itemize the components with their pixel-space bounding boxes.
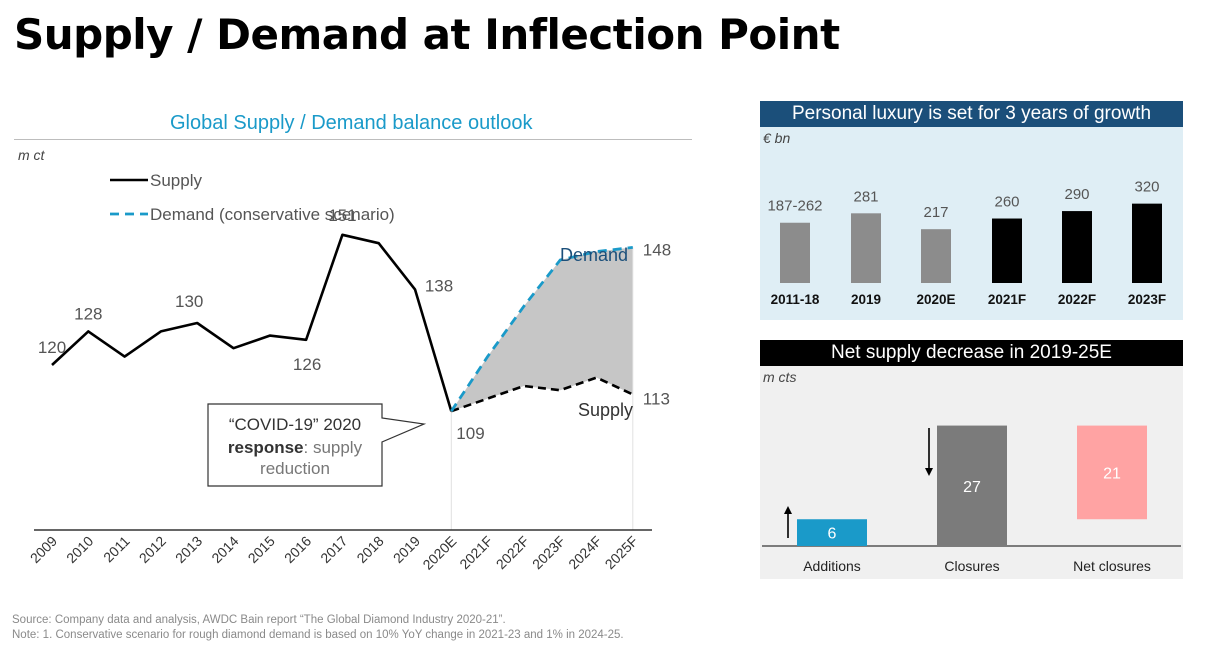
demand-supply-gap-area: [451, 247, 633, 412]
net-x-label: Closures: [944, 558, 999, 574]
luxury-x-label: 2022F: [1058, 292, 1096, 307]
luxury-bar-value: 290: [1064, 186, 1089, 203]
x-tick-label: 2023F: [529, 533, 568, 572]
luxury-panel-unit: € bn: [763, 130, 791, 146]
main-chart-unit: m ct: [18, 147, 45, 163]
data-label: 151: [328, 206, 356, 225]
data-label: 109: [456, 424, 484, 443]
x-tick-label: 2019: [390, 533, 423, 566]
luxury-panel: [760, 101, 1183, 320]
luxury-bar: [921, 229, 951, 283]
luxury-bar-value: 320: [1134, 179, 1159, 196]
net-x-label: Net closures: [1073, 558, 1151, 574]
callout-line1: “COVID-19” 2020: [229, 415, 361, 434]
supply-line: [51, 233, 453, 412]
luxury-panel-title: Personal luxury is set for 3 years of gr…: [760, 101, 1183, 127]
data-label: 148: [643, 240, 671, 259]
x-tick-label: 2022F: [493, 533, 532, 572]
callout-bold: response: [228, 438, 304, 457]
supply-forecast-line: [450, 376, 634, 413]
x-tick-label: 2024F: [565, 533, 604, 572]
luxury-bar: [1132, 203, 1162, 283]
down-arrow-head: [925, 468, 933, 476]
x-tick-label: 2012: [136, 533, 169, 566]
data-label: 120: [38, 338, 66, 357]
net-bar-value: 21: [1103, 465, 1121, 482]
demand-line: [450, 246, 633, 412]
luxury-bar-value: 281: [853, 188, 878, 205]
covid-callout: “COVID-19” 2020 response: supply reducti…: [207, 403, 427, 487]
luxury-x-label: 2011-18: [771, 292, 820, 307]
page-title: Supply / Demand at Inflection Point: [14, 10, 840, 59]
net-chart: 6 Additions 27 Closures 21 Net closures: [762, 425, 1181, 574]
luxury-bar-value: 260: [994, 194, 1019, 211]
x-tick-label: 2015: [245, 533, 278, 566]
x-tick-label: 2014: [208, 533, 241, 566]
demand-annotation: Demand: [560, 245, 628, 265]
x-tick-label: 2020E: [419, 533, 459, 573]
data-label: 138: [425, 276, 453, 295]
x-tick-label: 2016: [281, 533, 314, 566]
main-chart-title-rule: [14, 139, 692, 140]
x-tick-label: 2017: [317, 533, 350, 566]
legend-label-supply: Supply: [150, 171, 202, 190]
x-tick-label: 2011: [100, 533, 133, 566]
luxury-bar: [780, 222, 810, 283]
x-tick-label: 2025F: [602, 533, 641, 572]
data-label: 126: [293, 355, 321, 374]
footnote-source: Source: Company data and analysis, AWDC …: [12, 614, 506, 626]
net-bar: [937, 425, 1007, 546]
net-bar-value: 6: [828, 526, 837, 543]
main-chart: 2009 2010 2011 2012 2013 2014 2015 2016 2017 2018…: [27, 171, 671, 573]
luxury-x-label: 2019: [851, 292, 881, 307]
legend-label-demand: Demand (conservative scenario): [150, 205, 395, 224]
luxury-bar: [851, 213, 881, 283]
luxury-x-label: 2021F: [988, 292, 1026, 307]
x-tick-label: 2010: [63, 533, 96, 566]
luxury-x-label: 2020E: [916, 292, 955, 307]
luxury-x-label: 2023F: [1128, 292, 1166, 307]
footnote-note: Note: 1. Conservative scenario for rough…: [12, 629, 624, 641]
net-bar: [1077, 425, 1147, 520]
net-bar: [797, 519, 867, 546]
luxury-bar-value: 187-262: [767, 198, 822, 215]
luxury-bar: [1062, 211, 1092, 283]
callout-rest: : supply: [304, 438, 363, 457]
data-label: 128: [74, 304, 102, 323]
up-arrow-head: [784, 506, 792, 514]
net-bar-value: 27: [963, 479, 981, 496]
x-tick-label: 2021F: [456, 533, 495, 572]
luxury-bar-value: 217: [923, 204, 948, 221]
data-label: 130: [175, 292, 203, 311]
luxury-chart: 187-262 2011-18 281 2019 217 2020E 260 2021F 290…: [767, 179, 1166, 307]
x-tick-label: 2009: [27, 533, 60, 566]
luxury-bar: [992, 218, 1022, 283]
callout-line2: response: supply: [228, 438, 363, 457]
x-tick-label: 2018: [353, 533, 386, 566]
x-tick-label: 2013: [172, 533, 205, 566]
net-panel-unit: m cts: [763, 369, 797, 385]
net-panel-title: Net supply decrease in 2019-25E: [760, 340, 1183, 366]
data-label: 113: [643, 389, 670, 408]
supply-annotation: Supply: [578, 400, 633, 420]
main-chart-title: Global Supply / Demand balance outlook: [170, 112, 533, 134]
callout-line3: reduction: [260, 459, 330, 478]
net-x-label: Additions: [803, 558, 861, 574]
